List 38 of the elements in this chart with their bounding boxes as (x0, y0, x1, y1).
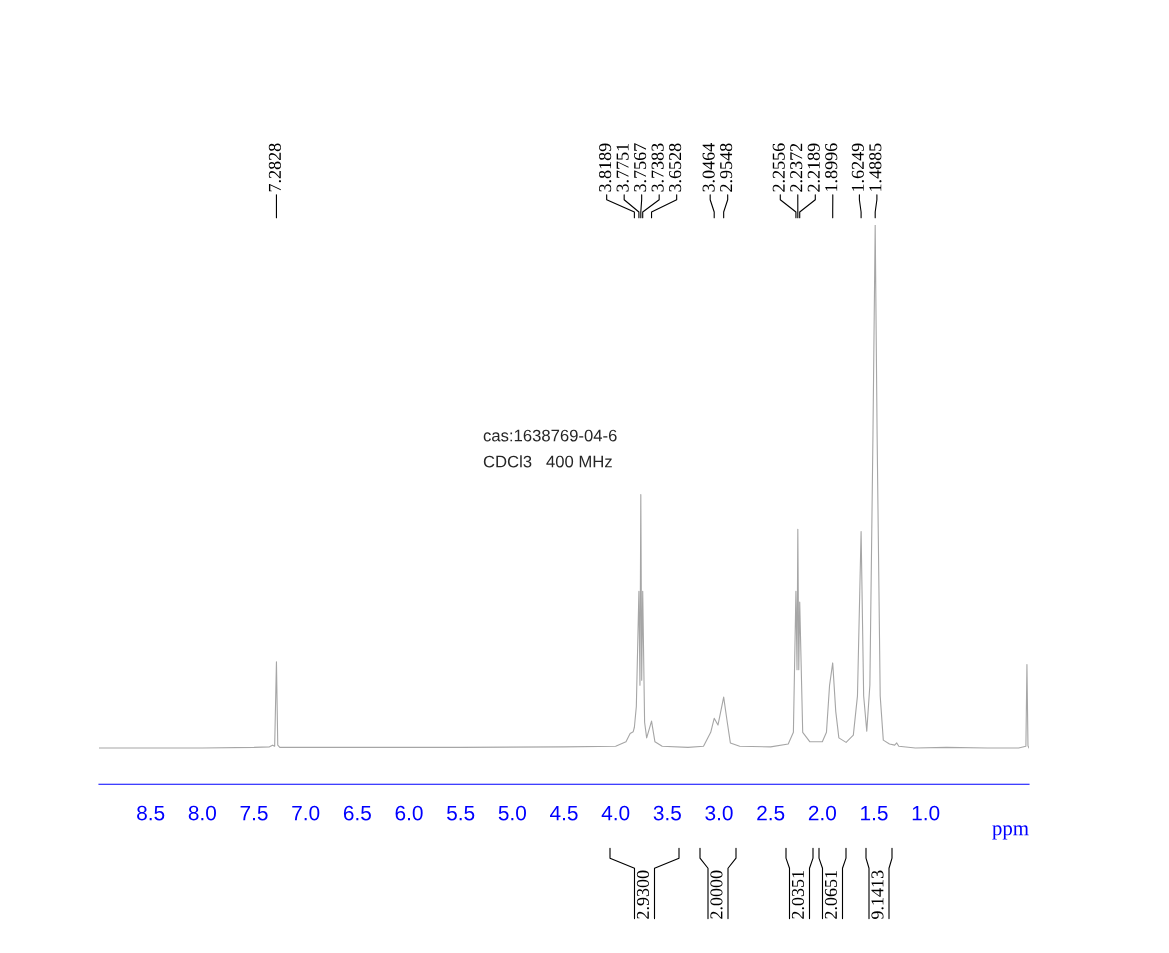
annotation: 2.2372 (790, 143, 803, 192)
x-tick-label: 5.0 (498, 805, 526, 821)
annotation: 3.7383 (651, 143, 664, 192)
text: 2.0000 (710, 870, 723, 919)
annotation: 2.9548 (720, 143, 733, 192)
annotation: 3.7751 (616, 143, 629, 192)
x-tick-label: 3.5 (653, 805, 681, 821)
annotation: cas:1638769-04-6 (483, 429, 617, 442)
x-tick-label: 1.0 (912, 805, 940, 821)
x-tick-label: 2.0 (808, 805, 836, 821)
annotation: 1.6249 (851, 143, 864, 191)
text: 9.1413 (871, 870, 884, 919)
annotation: 3.8189 (599, 143, 612, 192)
text: 2.0651 (824, 870, 838, 919)
x-tick-label: 7.5 (240, 805, 268, 821)
annotation: 3.0464 (702, 143, 715, 192)
x-tick-label: 3.0 (705, 805, 733, 821)
x-tick-label: 4.0 (601, 805, 630, 821)
annotation: 2.2556 (772, 143, 785, 192)
annotation: 1.4885 (869, 143, 882, 191)
x-tick-label: 6.0 (395, 805, 423, 821)
annotation: 3.7567 (634, 143, 647, 192)
x-tick-label: 8.0 (188, 805, 216, 821)
annotation: 7.2828 (268, 143, 282, 192)
annotation: 1.8996 (825, 143, 838, 191)
x-tick-label: 1.5 (861, 805, 888, 821)
text: 2.0351 (791, 870, 805, 919)
x-tick-label: 2.5 (757, 805, 785, 821)
x-tick-label: 4.5 (550, 805, 578, 821)
x-axis-title: ppm (992, 825, 1029, 840)
annotation: 2.2189 (807, 143, 820, 192)
x-tick-label: 6.5 (343, 805, 371, 821)
x-tick-label: 8.5 (137, 805, 165, 821)
x-tick-label: 5.5 (447, 805, 475, 821)
x-tick-label: 7.0 (292, 805, 320, 821)
text: 2.9300 (636, 870, 650, 919)
annotation: CDCl3 400 MHz (483, 455, 612, 468)
annotation: 3.6528 (669, 143, 682, 192)
